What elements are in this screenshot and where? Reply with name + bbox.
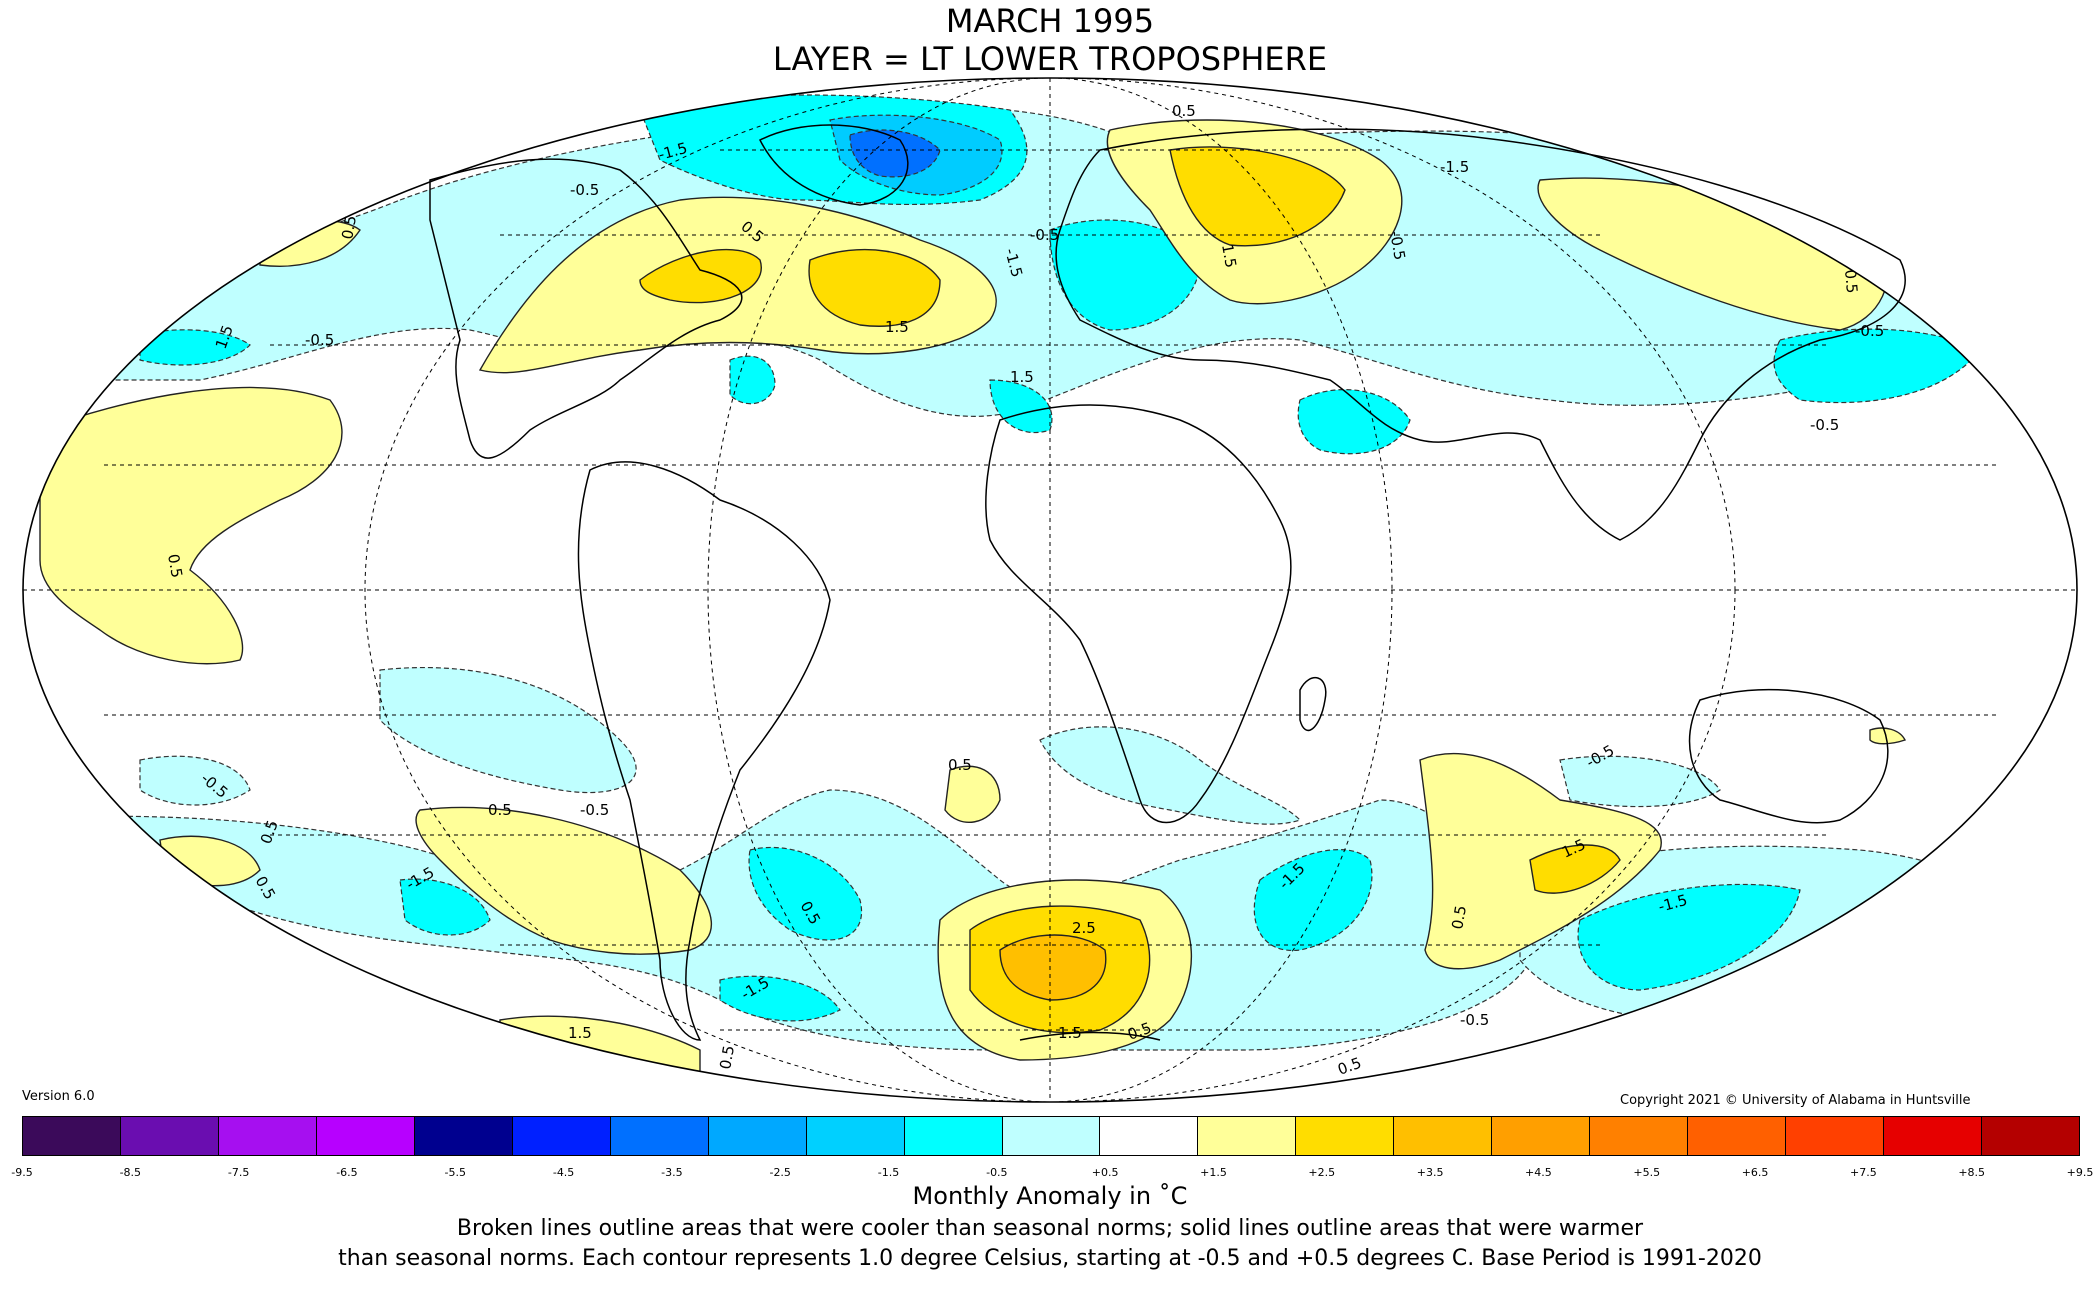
cool-region [719, 975, 841, 1022]
colorbar-tick-label: +1.5 [1200, 1166, 1227, 1179]
contour-label: 1.5 [885, 318, 909, 336]
colorbar-tick-label: +9.5 [2066, 1166, 2094, 1179]
colorbar-title: Monthly Anomaly in ˚C [912, 1182, 1188, 1210]
contour-label: -0.5 [1030, 226, 1059, 244]
colorbar-tick-label: -3.5 [661, 1166, 683, 1179]
warm-region [639, 248, 762, 304]
colorbar-tick-label: -7.5 [227, 1166, 250, 1179]
colorbar-swatch [806, 1117, 905, 1155]
cool-region [139, 329, 251, 366]
copyright-label: Copyright 2021 © University of Alabama i… [1620, 1093, 1971, 1108]
colorbar-tick-label: -0.5 [986, 1166, 1008, 1179]
colorbar-swatch [610, 1117, 709, 1155]
colorbar-swatch [1884, 1117, 1983, 1155]
colorbar-swatch [1786, 1117, 1885, 1155]
map-subtitle: LAYER = LT LOWER TROPOSPHERE [772, 40, 1328, 78]
contour-label: 0.5 [488, 801, 512, 819]
colorbar-swatch [1002, 1117, 1101, 1155]
contour-label: 0.5 [716, 1044, 738, 1071]
map-title: MARCH 1995 [945, 2, 1155, 40]
colorbar-tick-label: +2.5 [1308, 1166, 1336, 1179]
cool-region [729, 355, 776, 405]
colorbar-swatch [1492, 1117, 1591, 1155]
cool-region [1253, 849, 1373, 952]
warm-region [1169, 146, 1346, 247]
caption-line-2: than seasonal norms. Each contour repres… [338, 1246, 1762, 1271]
colorbar-tick-label: +3.5 [1416, 1166, 1444, 1179]
warm-region [999, 934, 1107, 1001]
cool-region [1297, 389, 1411, 455]
cool-region [1577, 883, 1801, 991]
contour-label: 0.5 [1841, 269, 1861, 294]
cool-region [379, 666, 637, 794]
colorbar-tick-label: -9.5 [11, 1166, 33, 1179]
colorbar-swatch [218, 1117, 317, 1155]
contour-label: 0.5 [1172, 102, 1196, 120]
colorbar-tick-label: +0.5 [1091, 1166, 1119, 1179]
colorbar-swatch [1296, 1117, 1395, 1155]
contour-label: -0.5 [305, 331, 334, 349]
contour-label: -0.5 [570, 181, 599, 199]
colorbar-swatch [120, 1117, 219, 1155]
colorbar-tick-label: -2.5 [769, 1166, 791, 1179]
warm-region [415, 806, 713, 955]
anomaly-map: 0.5 -0.5 0.5 1.5 -1.5 -0.5 1.5 -0.5 0.5 … [22, 77, 2078, 1103]
contour-label: 0.5 [338, 214, 360, 241]
contour-label: 0.5 [164, 553, 186, 580]
coastlines [429, 124, 1906, 1041]
colorbar-ticks: -9.5 -8.5 -7.5 -6.5 -5.5 -4.5 -3.5 -2.5 -1.5 -0.5… [0, 1166, 2100, 1182]
colorbar-swatch [1982, 1117, 2080, 1155]
colorbar-tick-label: +7.5 [1850, 1166, 1877, 1179]
contour-label: -0.5 [1386, 230, 1409, 262]
cool-region [748, 846, 863, 941]
warm-region [39, 386, 343, 665]
colorbar-swatch [414, 1117, 513, 1155]
colorbar-swatch [23, 1117, 121, 1155]
contour-label: -0.5 [1810, 416, 1839, 434]
cool-region [1773, 328, 1981, 404]
colorbar [22, 1116, 2080, 1156]
colorbar-swatch [1100, 1117, 1199, 1155]
colorbar-swatch [512, 1117, 611, 1155]
cool-region [1559, 755, 1721, 808]
colorbar-tick-label: +5.5 [1633, 1166, 1661, 1179]
warm-region [1529, 844, 1621, 894]
colorbar-swatch [708, 1117, 807, 1155]
contour-label: -0.5 [1855, 322, 1884, 340]
contour-label: -0.5 [1460, 1011, 1489, 1029]
colorbar-tick-label: -6.5 [336, 1166, 358, 1179]
warm-region [808, 248, 941, 327]
cool-region [1039, 726, 1302, 825]
colorbar-tick-label: +6.5 [1741, 1166, 1769, 1179]
colorbar-swatch [1688, 1117, 1787, 1155]
cool-region [849, 129, 941, 178]
contour-label: 2.5 [1072, 919, 1096, 937]
warm-region [944, 765, 1001, 824]
colorbar-tick-label: -1.5 [877, 1166, 900, 1179]
version-label: Version 6.0 [22, 1089, 95, 1104]
colorbar-tick-label: -8.5 [119, 1166, 142, 1179]
contour-label: 1.5 [568, 1024, 592, 1042]
contour-label: 1.5 [1058, 1024, 1082, 1042]
contour-label: -0.5 [580, 801, 609, 819]
contour-label: 0.5 [948, 756, 972, 774]
colorbar-tick-label: +4.5 [1525, 1166, 1552, 1179]
contour-label: 1.5 [1218, 243, 1240, 270]
colorbar-tick-label: -5.5 [444, 1166, 466, 1179]
colorbar-swatch [1394, 1117, 1493, 1155]
caption-line-1: Broken lines outline areas that were coo… [456, 1216, 1644, 1241]
colorbar-tick-label: +8.5 [1958, 1166, 1986, 1179]
contour-label: -1.5 [1440, 158, 1469, 176]
colorbar-swatch [904, 1117, 1003, 1155]
contour-label: 1.5 [1010, 368, 1034, 386]
colorbar-swatch [1198, 1117, 1297, 1155]
colorbar-swatch [1590, 1117, 1689, 1155]
cool-region [139, 755, 251, 806]
colorbar-swatch [316, 1117, 415, 1155]
map-outline [22, 77, 2078, 1103]
contour-label: 0.5 [1448, 904, 1470, 931]
cool-region [399, 878, 491, 936]
colorbar-tick-label: -4.5 [552, 1166, 575, 1179]
